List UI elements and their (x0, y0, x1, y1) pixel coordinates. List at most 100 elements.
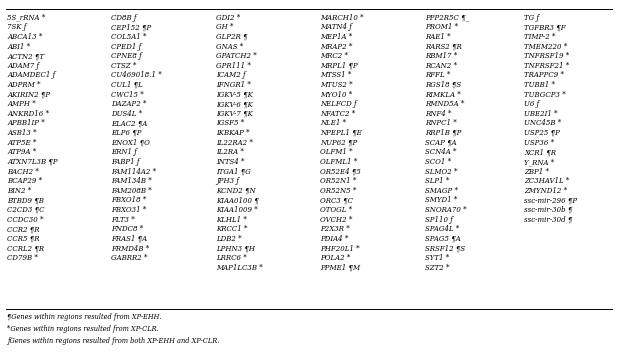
Text: USP25 ¶P: USP25 ¶P (524, 129, 560, 137)
Text: SCAP ¶A: SCAP ¶A (425, 139, 457, 147)
Text: IGKV-7 ¶K: IGKV-7 ¶K (216, 110, 253, 118)
Text: FLT3 *: FLT3 * (111, 216, 135, 224)
Text: PDIA4 *: PDIA4 * (320, 235, 349, 243)
Text: FRMD4B *: FRMD4B * (111, 244, 150, 252)
Text: SPAG5 ¶A: SPAG5 ¶A (425, 235, 461, 243)
Text: C2CD3 ¶C: C2CD3 ¶C (7, 206, 45, 214)
Text: RNF4 *: RNF4 * (425, 110, 452, 118)
Text: ADAM7 ƒ: ADAM7 ƒ (7, 62, 40, 70)
Text: CTSZ *: CTSZ * (111, 62, 137, 70)
Text: OVCH2 *: OVCH2 * (320, 216, 352, 224)
Text: SMAGP *: SMAGP * (425, 187, 458, 195)
Text: IGKV-5 ¶K: IGKV-5 ¶K (216, 90, 253, 99)
Text: AKIRIN2 ¶P: AKIRIN2 ¶P (7, 90, 51, 99)
Text: TUBGCP3 *: TUBGCP3 * (524, 90, 566, 99)
Text: ADPRM *: ADPRM * (7, 81, 41, 89)
Text: GABRR2 *: GABRR2 * (111, 254, 148, 262)
Text: UNC45B *: UNC45B * (524, 120, 561, 127)
Text: MARCH10 *: MARCH10 * (320, 14, 364, 22)
Text: OLFML1 *: OLFML1 * (320, 158, 357, 166)
Text: SNORA70 *: SNORA70 * (425, 206, 467, 214)
Text: KRCC1 *: KRCC1 * (216, 225, 248, 233)
Text: BIN2 *: BIN2 * (7, 187, 32, 195)
Text: FRAS1 ¶A: FRAS1 ¶A (111, 235, 147, 243)
Text: RCAN2 *: RCAN2 * (425, 62, 457, 70)
Text: MEP1A *: MEP1A * (320, 33, 352, 41)
Text: RIMKLA *: RIMKLA * (425, 90, 461, 99)
Text: CD79B *: CD79B * (7, 254, 38, 262)
Text: ENOX1 ¶O: ENOX1 ¶O (111, 139, 150, 147)
Text: OR52N5 *: OR52N5 * (320, 187, 357, 195)
Text: ICAM2 ƒ: ICAM2 ƒ (216, 71, 246, 79)
Text: APBB1IP *: APBB1IP * (7, 120, 45, 127)
Text: ELP6 ¶P: ELP6 ¶P (111, 129, 142, 137)
Text: SLP1 *: SLP1 * (425, 177, 449, 185)
Text: P2X3R *: P2X3R * (320, 225, 350, 233)
Text: RAE1 *: RAE1 * (425, 33, 451, 41)
Text: IL22RA2 *: IL22RA2 * (216, 139, 253, 147)
Text: CUL1 ¶L: CUL1 ¶L (111, 81, 143, 89)
Text: TIMP-2 *: TIMP-2 * (524, 33, 556, 41)
Text: MTSS1 *: MTSS1 * (320, 71, 352, 79)
Text: FAM134B *: FAM134B * (111, 177, 152, 185)
Text: CPED1 ƒ: CPED1 ƒ (111, 42, 142, 51)
Text: COL5A1 *: COL5A1 * (111, 33, 146, 41)
Text: TG ƒ: TG ƒ (524, 14, 539, 22)
Text: RGS18 ¶S: RGS18 ¶S (425, 81, 461, 89)
Text: Y_RNA *: Y_RNA * (524, 158, 554, 166)
Text: CPNE8 ƒ: CPNE8 ƒ (111, 52, 142, 60)
Text: OLFM1 *: OLFM1 * (320, 148, 353, 156)
Text: SLMO2 *: SLMO2 * (425, 168, 458, 176)
Text: SCO1 *: SCO1 * (425, 158, 451, 166)
Text: MRAP2 *: MRAP2 * (320, 42, 352, 51)
Text: FABP1 ƒ: FABP1 ƒ (111, 158, 140, 166)
Text: KIAA1009 *: KIAA1009 * (216, 206, 258, 214)
Text: UBE2I1 *: UBE2I1 * (524, 110, 557, 118)
Text: GLP2R ¶: GLP2R ¶ (216, 33, 248, 41)
Text: NFATC2 *: NFATC2 * (320, 110, 355, 118)
Text: TNFRSF21 *: TNFRSF21 * (524, 62, 569, 70)
Text: BTBD9 ¶B: BTBD9 ¶B (7, 196, 44, 204)
Text: MTUS2 *: MTUS2 * (320, 81, 353, 89)
Text: GH *: GH * (216, 23, 234, 31)
Text: OR52E4 ¶5: OR52E4 ¶5 (320, 168, 361, 176)
Text: USP36 *: USP36 * (524, 139, 554, 147)
Text: TNFRSF19 *: TNFRSF19 * (524, 52, 569, 60)
Text: SPAG4L *: SPAG4L * (425, 225, 460, 233)
Text: FAM114A2 *: FAM114A2 * (111, 168, 156, 176)
Text: FAM208B *: FAM208B * (111, 187, 152, 195)
Text: SZT2 *: SZT2 * (425, 264, 450, 272)
Text: FNDC8 *: FNDC8 * (111, 225, 143, 233)
Text: RNPC1 *: RNPC1 * (425, 120, 457, 127)
Text: CCRL2 ¶R: CCRL2 ¶R (7, 244, 44, 252)
Text: LPHN3 ¶H: LPHN3 ¶H (216, 244, 255, 252)
Text: RARS2 ¶R: RARS2 ¶R (425, 42, 462, 51)
Text: LDB2 *: LDB2 * (216, 235, 242, 243)
Text: GNAS *: GNAS * (216, 42, 243, 51)
Text: 7SK ƒ: 7SK ƒ (7, 23, 27, 31)
Text: SCN4A *: SCN4A * (425, 148, 457, 156)
Text: MRPL1 ¶P: MRPL1 ¶P (320, 62, 358, 70)
Text: CCDC30 *: CCDC30 * (7, 216, 44, 224)
Text: CU469018.1 *: CU469018.1 * (111, 71, 162, 79)
Text: ITGA1 ¶G: ITGA1 ¶G (216, 168, 251, 176)
Text: ssc-mir-30b ¶: ssc-mir-30b ¶ (524, 206, 572, 214)
Text: DAZAP2 *: DAZAP2 * (111, 100, 146, 108)
Text: PPP2R5C ¶_: PPP2R5C ¶_ (425, 14, 469, 22)
Text: TGFBR3 ¶F: TGFBR3 ¶F (524, 23, 565, 31)
Text: JPH3 ƒ: JPH3 ƒ (216, 177, 239, 185)
Text: MRC2 *: MRC2 * (320, 52, 348, 60)
Text: BCAP29 *: BCAP29 * (7, 177, 43, 185)
Text: RBM17 *: RBM17 * (425, 52, 457, 60)
Text: ABCA13 *: ABCA13 * (7, 33, 43, 41)
Text: POLA2 *: POLA2 * (320, 254, 350, 262)
Text: ATP5E *: ATP5E * (7, 139, 37, 147)
Text: OTOGL *: OTOGL * (320, 206, 352, 214)
Text: SRSF12 ¶S: SRSF12 ¶S (425, 244, 465, 252)
Text: PPME1 ¶M: PPME1 ¶M (320, 264, 360, 272)
Text: TMEM220 *: TMEM220 * (524, 42, 567, 51)
Text: PHF20L1 *: PHF20L1 * (320, 244, 360, 252)
Text: CCR2 ¶R: CCR2 ¶R (7, 225, 40, 233)
Text: *Genes within regions resulted from XP-CLR.: *Genes within regions resulted from XP-C… (7, 325, 159, 333)
Text: GPATCH2 *: GPATCH2 * (216, 52, 257, 60)
